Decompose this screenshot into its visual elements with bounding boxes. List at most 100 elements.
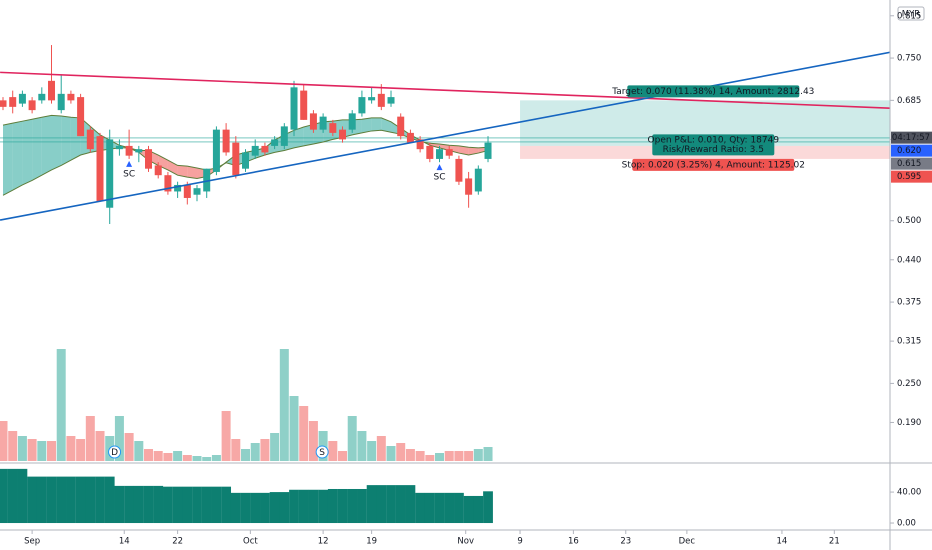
volume-bar <box>299 406 309 461</box>
indicator-bar <box>376 485 387 524</box>
candle-body <box>445 149 453 156</box>
ribbon-fill <box>458 145 469 156</box>
indicator-bar <box>56 476 67 524</box>
candle-body <box>38 93 46 101</box>
y-tick-label: 0.815 <box>897 11 921 21</box>
indicator-bar <box>114 485 125 524</box>
ribbon-fill <box>22 119 33 185</box>
volume-bar <box>405 449 415 461</box>
candle-body <box>145 149 153 169</box>
indicator-bar <box>483 491 493 524</box>
indicator-bar <box>201 486 212 524</box>
candle-body <box>57 93 65 111</box>
x-tick-label: 21 <box>829 537 840 547</box>
currency: MYR <box>902 10 921 20</box>
indicator-bar <box>211 486 222 524</box>
volume-bar <box>425 455 435 461</box>
candle-body <box>96 136 104 202</box>
risk-reward-label: Risk/Reward Ratio: 3.5 <box>663 145 764 155</box>
volume-bar <box>144 449 154 461</box>
ribbon-fill <box>361 117 372 133</box>
indicator-bar <box>0 468 8 524</box>
x-tick-label: Oct <box>243 537 258 547</box>
candle-body <box>203 168 211 192</box>
candle-body <box>154 165 162 176</box>
trendline <box>0 71 890 109</box>
volume-bar <box>37 441 47 461</box>
candle-body <box>251 145 259 156</box>
candle-body <box>28 100 36 111</box>
y-tick-label: 0.685 <box>897 96 921 106</box>
event-badge <box>108 445 122 459</box>
candle-body <box>174 184 182 192</box>
ribbon-fill <box>371 117 382 131</box>
volume-bar <box>241 449 251 461</box>
indicator-bar <box>444 492 455 524</box>
candle-body <box>300 90 308 120</box>
indicator-bar <box>289 489 299 524</box>
ribbon-fill <box>41 115 52 176</box>
volume-bar <box>0 421 8 461</box>
indicator-bar <box>308 489 319 524</box>
candle-body <box>406 132 414 143</box>
candle-body <box>436 149 444 159</box>
volume-bar <box>114 416 124 461</box>
indicator-pane <box>0 468 493 524</box>
x-tick-label: 19 <box>366 537 377 547</box>
y-tick-label: 0.500 <box>897 216 921 226</box>
candle-body <box>135 149 143 153</box>
ribbon-fill <box>51 115 62 170</box>
ribbon-fill <box>294 127 304 148</box>
volume-bar <box>192 456 202 461</box>
indicator-bar <box>36 476 47 524</box>
indicator-bar <box>279 492 290 524</box>
ribbon-fill <box>187 166 198 179</box>
indicator-bar <box>75 476 86 524</box>
x-tick-label: 12 <box>318 537 329 547</box>
volume-bar <box>76 439 86 461</box>
volume-bar <box>396 443 406 461</box>
indicator-bar <box>27 476 38 524</box>
currency-box[interactable] <box>897 6 925 21</box>
volume-bar <box>483 447 493 461</box>
event-label: S <box>319 448 325 458</box>
ribbon-fill <box>381 117 392 133</box>
marker-triangle <box>436 164 443 171</box>
x-tick-label: 14 <box>119 537 130 547</box>
volume-bar <box>308 421 318 461</box>
volume-bar <box>173 451 183 461</box>
volume-bar <box>444 451 454 461</box>
candle-body <box>290 87 298 130</box>
indicator-bar <box>424 492 435 524</box>
candle-body <box>358 97 366 114</box>
position-label-bg <box>627 85 800 98</box>
candle-body <box>280 126 288 146</box>
ribbon-fill <box>439 143 450 151</box>
volume-bar <box>231 439 241 461</box>
y-tick-label: 0.440 <box>897 255 921 265</box>
indicator-bar <box>192 486 202 524</box>
candle-body <box>271 139 279 146</box>
indicator-bar <box>133 485 144 524</box>
x-tick-label: 23 <box>620 537 631 547</box>
volume-bar <box>153 451 163 461</box>
volume-bar <box>386 446 396 461</box>
price-badge-label: 0.595 <box>897 172 921 182</box>
candle-body <box>77 97 85 137</box>
y-tick-label: 0.315 <box>897 337 921 347</box>
x-tick-label: 14 <box>777 537 788 547</box>
indicator-bar <box>153 485 164 524</box>
x-tick-label: Dec <box>679 537 696 547</box>
candle-body <box>193 188 201 195</box>
candle-body <box>0 100 7 107</box>
x-tick-label: 16 <box>568 537 579 547</box>
stop-label: Stop: 0.020 (3.25%) 4, Amount: 1125.02 <box>622 160 805 170</box>
indicator-bar <box>395 485 406 524</box>
candle-body <box>67 93 75 101</box>
volume-bar <box>357 431 367 461</box>
candle-body <box>319 116 327 130</box>
price-badge-label: 0.615 <box>897 159 921 169</box>
